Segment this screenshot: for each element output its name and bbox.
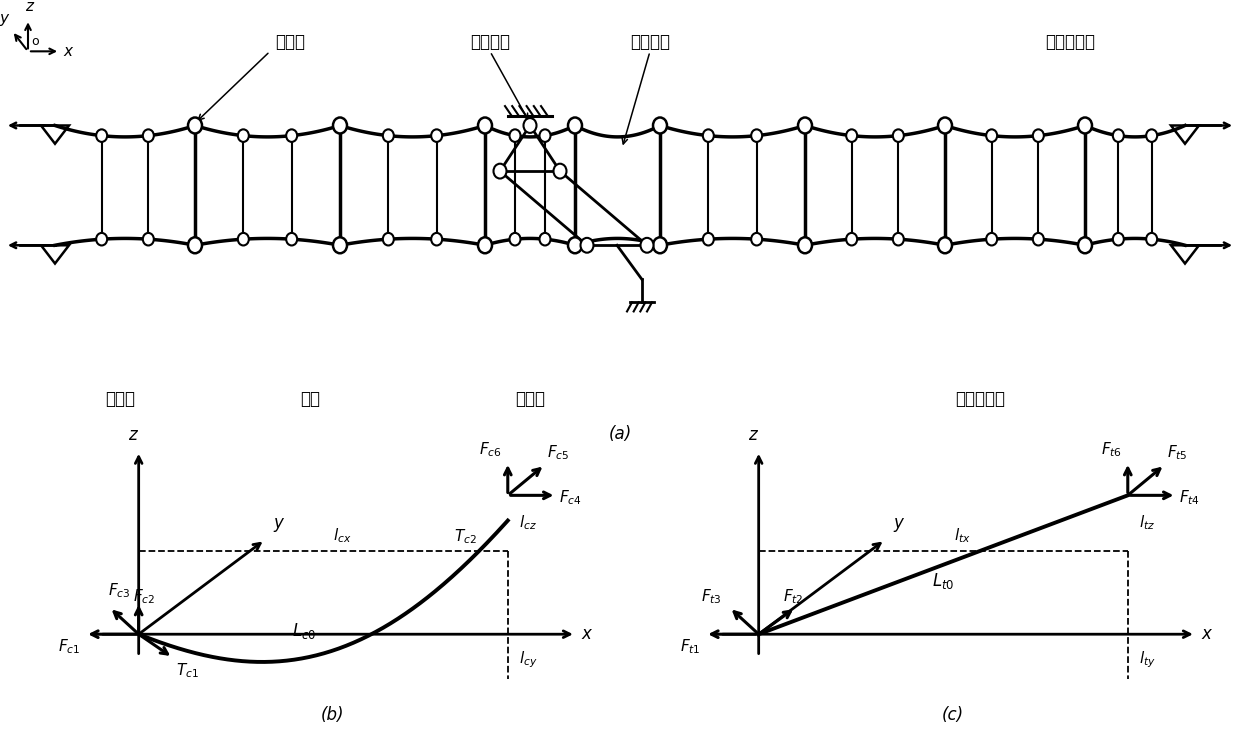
Text: $F_{t3}$: $F_{t3}$ [701,588,722,606]
Text: $l_{cx}$: $l_{cx}$ [334,527,352,545]
Text: $F_{c1}$: $F_{c1}$ [58,637,81,656]
Circle shape [893,233,904,246]
Text: $z$: $z$ [128,426,139,445]
Text: 接触线: 接触线 [105,390,135,408]
Circle shape [1146,233,1157,246]
Circle shape [238,233,249,246]
Text: $l_{ty}$: $l_{ty}$ [1140,649,1156,670]
Circle shape [1078,118,1092,133]
Text: $l_{tz}$: $l_{tz}$ [1140,514,1156,532]
Text: y: y [0,11,7,26]
Text: 承力索张力: 承力索张力 [1045,33,1095,52]
Text: $F_{t6}$: $F_{t6}$ [1101,441,1122,459]
Text: $F_{t5}$: $F_{t5}$ [1167,443,1188,462]
Circle shape [568,237,582,253]
Circle shape [986,233,997,246]
Circle shape [477,237,492,253]
Circle shape [238,130,249,142]
Circle shape [97,233,107,246]
Circle shape [846,130,857,142]
Text: $l_{cy}$: $l_{cy}$ [520,649,538,670]
Circle shape [751,233,763,246]
Circle shape [143,233,154,246]
Circle shape [477,118,492,133]
Circle shape [188,237,202,253]
Circle shape [539,233,551,246]
Circle shape [383,130,394,142]
Text: (a): (a) [609,425,631,442]
Text: (c): (c) [942,707,963,724]
Text: $L_{c0}$: $L_{c0}$ [291,621,316,642]
Circle shape [432,130,443,142]
Text: $F_{t4}$: $F_{t4}$ [1179,489,1200,507]
Circle shape [334,237,347,253]
Text: $T_{c1}$: $T_{c1}$ [176,661,198,679]
Circle shape [751,130,763,142]
Circle shape [641,238,653,252]
Text: $F_{t2}$: $F_{t2}$ [782,588,804,606]
Text: 承力索: 承力索 [275,33,305,52]
Circle shape [523,118,537,133]
Circle shape [286,130,298,142]
Circle shape [432,233,443,246]
Circle shape [653,237,667,253]
Circle shape [580,238,594,252]
Circle shape [937,118,952,133]
Text: 定位器: 定位器 [515,390,546,408]
Text: $F_{c2}$: $F_{c2}$ [133,588,155,606]
Circle shape [653,118,667,133]
Text: 接触线张力: 接触线张力 [955,390,1004,408]
Text: $l_{cz}$: $l_{cz}$ [520,514,537,532]
Text: $F_{c3}$: $F_{c3}$ [108,581,131,600]
Circle shape [1078,237,1092,253]
Text: $F_{c4}$: $F_{c4}$ [559,489,582,507]
Circle shape [334,118,347,133]
Circle shape [286,233,298,246]
Circle shape [799,118,812,133]
Text: 承力索座: 承力索座 [470,33,510,52]
Text: $z$: $z$ [748,426,759,445]
Text: o: o [31,35,38,48]
Circle shape [1112,130,1123,142]
Circle shape [568,118,582,133]
Circle shape [553,163,567,179]
Text: x: x [63,44,72,59]
Circle shape [494,163,506,179]
Text: $y$: $y$ [273,516,285,534]
Circle shape [143,130,154,142]
Text: $L_{t0}$: $L_{t0}$ [932,571,955,592]
Circle shape [510,130,521,142]
Circle shape [539,130,551,142]
Text: $y$: $y$ [893,516,905,534]
Text: $x$: $x$ [580,625,593,643]
Text: 弹性吊索: 弹性吊索 [630,33,670,52]
Circle shape [383,233,394,246]
Text: $l_{tx}$: $l_{tx}$ [955,527,971,545]
Text: $F_{c5}$: $F_{c5}$ [547,443,569,462]
Circle shape [799,237,812,253]
Circle shape [97,130,107,142]
Text: $F_{t1}$: $F_{t1}$ [680,637,701,656]
Text: $F_{c6}$: $F_{c6}$ [479,441,502,459]
Circle shape [703,130,714,142]
Circle shape [986,130,997,142]
Circle shape [1112,233,1123,246]
Text: $x$: $x$ [1200,625,1213,643]
Circle shape [1033,233,1044,246]
Text: 吊弦: 吊弦 [300,390,320,408]
Circle shape [188,118,202,133]
Text: $T_{c2}$: $T_{c2}$ [454,528,476,546]
Circle shape [703,233,714,246]
Circle shape [1146,130,1157,142]
Circle shape [1033,130,1044,142]
Circle shape [937,237,952,253]
Text: (b): (b) [321,707,345,724]
Text: z: z [25,0,33,14]
Circle shape [893,130,904,142]
Circle shape [846,233,857,246]
Circle shape [510,233,521,246]
